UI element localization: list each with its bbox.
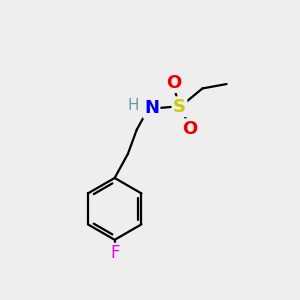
Text: O: O	[167, 74, 182, 92]
Text: N: N	[144, 99, 159, 117]
Text: O: O	[182, 120, 197, 138]
Text: F: F	[110, 244, 119, 262]
Text: S: S	[173, 98, 186, 116]
Text: H: H	[128, 98, 139, 113]
